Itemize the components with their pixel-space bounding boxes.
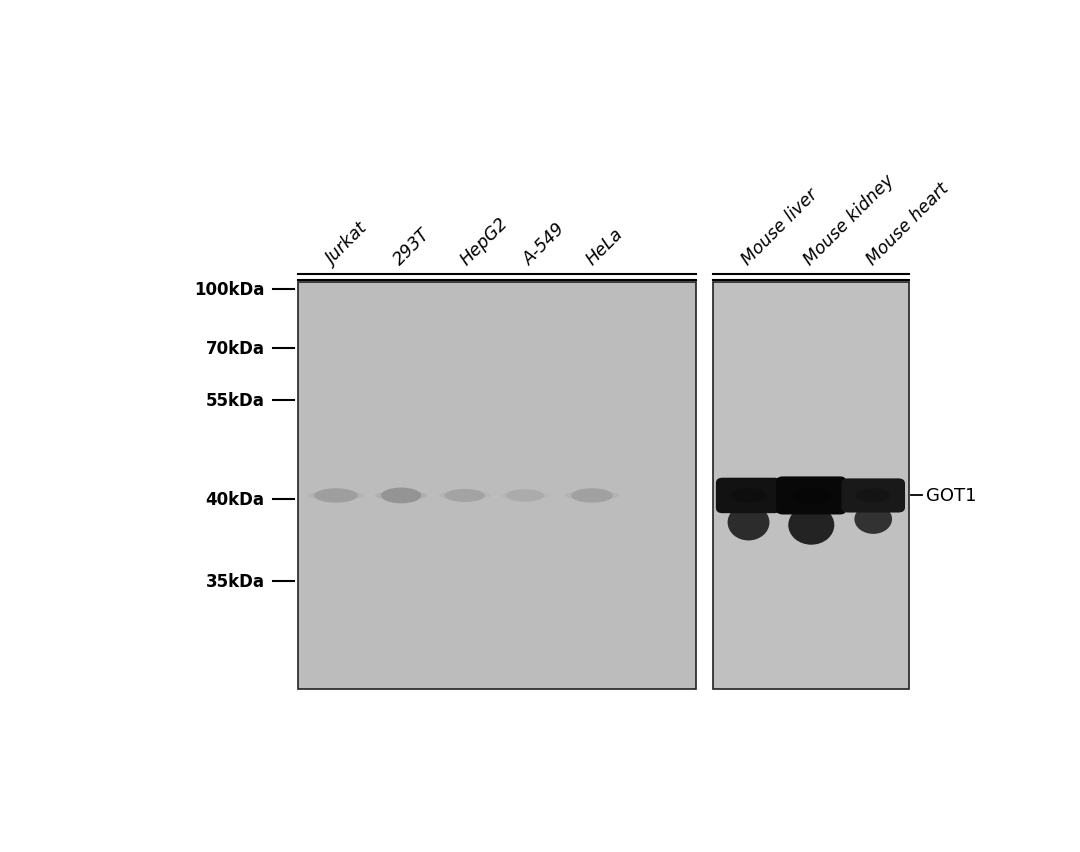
Text: HeLa: HeLa [583, 224, 626, 268]
Ellipse shape [375, 491, 428, 501]
Ellipse shape [854, 504, 892, 534]
Ellipse shape [728, 504, 769, 541]
Text: Mouse liver: Mouse liver [738, 185, 821, 268]
FancyBboxPatch shape [777, 477, 847, 515]
Ellipse shape [571, 489, 613, 503]
Ellipse shape [792, 487, 832, 504]
Text: 55kDa: 55kDa [206, 392, 265, 410]
Text: A-549: A-549 [521, 220, 569, 268]
Bar [713, 283, 909, 689]
Ellipse shape [308, 492, 364, 500]
Ellipse shape [855, 489, 891, 503]
Ellipse shape [500, 492, 550, 499]
Ellipse shape [730, 488, 767, 504]
Text: GOT1: GOT1 [926, 486, 976, 505]
Ellipse shape [438, 492, 491, 500]
Text: Jurkat: Jurkat [323, 220, 372, 268]
FancyBboxPatch shape [716, 478, 781, 514]
Text: Mouse heart: Mouse heart [863, 179, 953, 268]
Bar [298, 283, 696, 689]
Text: 70kDa: 70kDa [205, 339, 265, 357]
Ellipse shape [314, 489, 357, 503]
Text: 35kDa: 35kDa [205, 573, 265, 590]
Ellipse shape [565, 492, 619, 500]
Ellipse shape [505, 490, 544, 502]
Text: 100kDa: 100kDa [194, 280, 265, 298]
Ellipse shape [445, 489, 485, 503]
Text: 40kDa: 40kDa [205, 490, 265, 508]
Text: Mouse kidney: Mouse kidney [800, 171, 897, 268]
Ellipse shape [381, 488, 421, 504]
FancyBboxPatch shape [841, 479, 905, 513]
Text: 293T: 293T [390, 225, 434, 268]
Ellipse shape [788, 506, 835, 545]
Text: HepG2: HepG2 [457, 214, 512, 268]
